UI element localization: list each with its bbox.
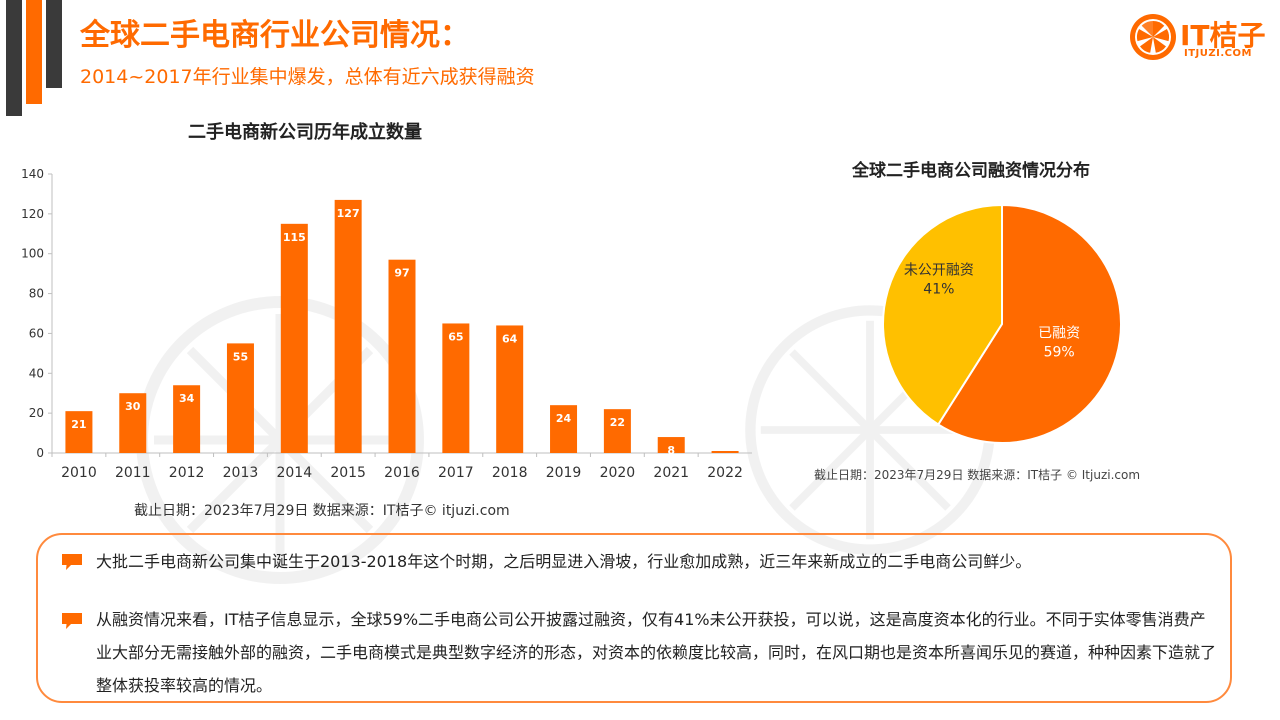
bar-2018 <box>496 325 524 453</box>
x-tick-label: 2014 <box>276 465 312 481</box>
bar-value-label: 34 <box>179 392 195 405</box>
bar-value-label: 22 <box>610 416 625 429</box>
y-tick-label: 0 <box>36 446 44 460</box>
notes-box <box>36 533 1232 703</box>
page-title: 全球二手电商行业公司情况： <box>80 18 470 53</box>
bar-2012 <box>173 385 201 453</box>
header-decoration-bar <box>26 0 42 104</box>
bar-2014 <box>280 223 308 453</box>
bar-2022 <box>711 451 739 453</box>
bar-2020 <box>603 409 631 453</box>
bar-2016 <box>388 259 416 453</box>
bar-value-label: 127 <box>337 207 360 220</box>
x-tick-label: 2016 <box>384 465 420 481</box>
bar-value-label: 8 <box>667 444 675 457</box>
orange-slice-icon <box>1130 14 1176 60</box>
bar-value-label: 65 <box>448 330 463 343</box>
bar-2019 <box>550 405 578 453</box>
x-tick-label: 2010 <box>61 465 97 481</box>
bar-value-label: 21 <box>71 418 86 431</box>
page-subtitle: 2014~2017年行业集中爆发，总体有近六成获得融资 <box>80 66 535 88</box>
y-tick-label: 60 <box>29 326 44 340</box>
y-tick-label: 20 <box>29 406 44 420</box>
x-tick-label: 2012 <box>169 465 205 481</box>
x-tick-label: 2017 <box>438 465 474 481</box>
bar-2011 <box>119 393 147 453</box>
bar-chart-title: 二手电商新公司历年成立数量 <box>188 122 422 143</box>
bar-value-label: 64 <box>502 332 518 345</box>
pie-slice-financed <box>936 203 1122 444</box>
header-decoration-bar <box>46 0 62 88</box>
bar-value-label: 30 <box>125 400 141 413</box>
y-tick-label: 40 <box>29 366 44 380</box>
x-tick-label: 2020 <box>600 465 636 481</box>
x-tick-label: 2019 <box>546 465 582 481</box>
bar-2017 <box>442 323 470 453</box>
bar-2010 <box>65 411 93 453</box>
pie-slice-undisclosed <box>882 203 1003 426</box>
pie-slice-label: 已融资 <box>1038 326 1080 342</box>
bar-chart-source: 截止日期：2023年7月29日 数据来源：IT桔子© itjuzi.com <box>134 503 510 519</box>
x-tick-label: 2021 <box>653 465 689 481</box>
x-tick-label: 2013 <box>223 465 259 481</box>
bar-value-label: 97 <box>394 267 409 280</box>
y-tick-label: 80 <box>29 287 44 301</box>
bar-value-label: 115 <box>283 231 306 244</box>
pie-slice-percent: 41% <box>923 281 954 297</box>
pie-slice-percent: 59% <box>1044 345 1075 361</box>
note-paragraph: 大批二手电商新公司集中诞生于2013-2018年这个时期，之后明显进入滑坡，行业… <box>96 552 1032 571</box>
x-tick-label: 2015 <box>330 465 366 481</box>
y-tick-label: 100 <box>21 247 44 261</box>
pie-chart-source: 截止日期：2023年7月29日 数据来源：IT桔子 © Itjuzi.com <box>814 468 1141 482</box>
bar-value-label: 55 <box>233 350 248 363</box>
x-tick-label: 2018 <box>492 465 528 481</box>
logo-name: IT桔子 <box>1180 19 1266 52</box>
x-tick-label: 2022 <box>707 465 743 481</box>
pie-chart: 已融资 59% 未公开融资 41% <box>882 203 1122 444</box>
pie-chart-title: 全球二手电商公司融资情况分布 <box>852 161 1090 181</box>
x-tick-label: 2011 <box>115 465 151 481</box>
speech-bubble-icon <box>62 554 82 570</box>
speech-bubble-icon <box>62 613 82 629</box>
bar-2013 <box>226 343 254 453</box>
header-decoration-bar <box>6 0 22 116</box>
itjuzi-logo: IT桔子 ITJUZI.COM <box>1128 12 1268 64</box>
bar-chart: 21 30 34 55 115 127 97 65 64 24 22 8 2010 2011 2012 20… <box>21 167 752 481</box>
bar-value-label: 24 <box>556 412 572 425</box>
logo-domain: ITJUZI.COM <box>1184 48 1252 59</box>
y-tick-label: 120 <box>21 207 44 221</box>
y-tick-label: 140 <box>21 167 44 181</box>
bar-2021 <box>657 437 685 453</box>
note-paragraph: 从融资情况来看，IT桔子信息显示，全球59%二手电商公司公开披露过融资，仅有41… <box>96 610 1217 695</box>
bar-2015 <box>334 199 362 453</box>
pie-slice-label: 未公开融资 <box>904 262 974 278</box>
